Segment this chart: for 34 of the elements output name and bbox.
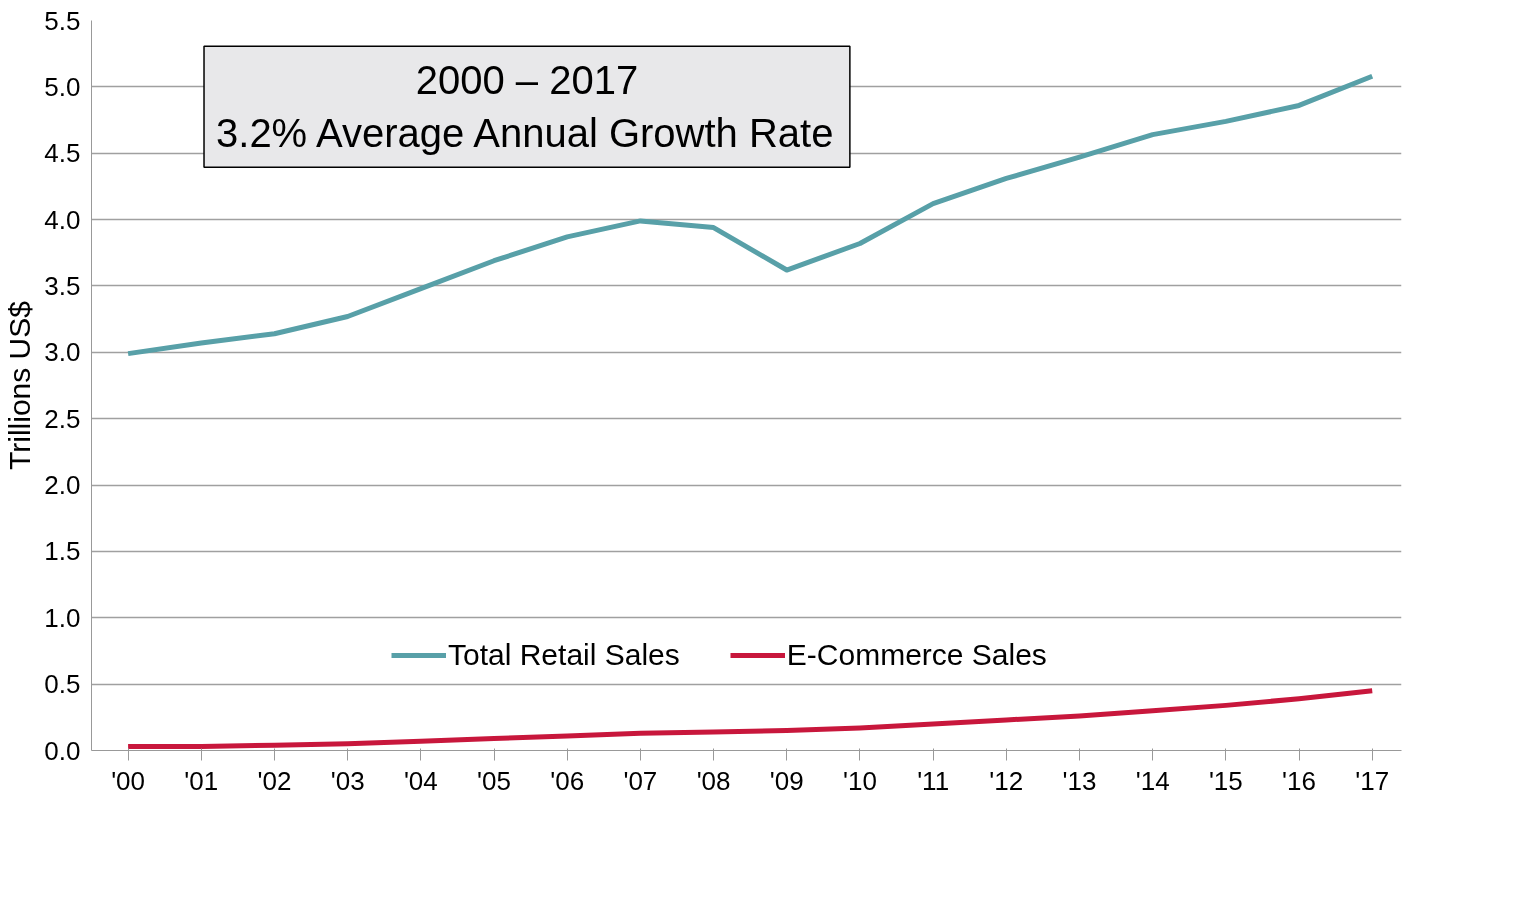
annotation: 2000 – 2017 3.2% Average Annual Growth Rate	[216, 58, 834, 156]
x-tick-label: '04	[403, 765, 438, 796]
x-tick-label: '13	[1062, 765, 1097, 796]
y-tick-label: 0.5	[44, 669, 81, 700]
x-tick-label: '17	[1355, 765, 1390, 796]
legend-label: E-Commerce Sales	[786, 638, 1047, 672]
x-tick-label: '11	[917, 765, 950, 796]
y-tick-label: 1.0	[44, 602, 81, 633]
y-tick-label: 4.0	[44, 204, 81, 235]
y-tick-label: 5.5	[44, 5, 81, 36]
x-tick-label: '08	[696, 765, 731, 796]
y-tick-label: 3.5	[44, 270, 81, 301]
y-tick-label: 3.0	[44, 337, 81, 368]
x-tick-label: '14	[1135, 765, 1170, 796]
y-tick-label: 5.0	[44, 71, 81, 102]
x-tick-label: '09	[769, 765, 804, 796]
x-tick-label: '03	[330, 765, 365, 796]
x-tick-label: '10	[842, 765, 877, 796]
y-tick-label: 2.0	[44, 470, 81, 501]
y-tick-label: 4.5	[44, 138, 81, 169]
x-tick-label: '07	[623, 765, 658, 796]
x-tick-label: '05	[477, 765, 511, 796]
x-tick-label: '06	[550, 765, 585, 796]
x-tick-label: '12	[989, 765, 1024, 796]
x-tick-label: '02	[257, 765, 292, 796]
x-tick-label: '16	[1282, 765, 1316, 796]
x-tick-label: '01	[184, 765, 219, 796]
x-tick-label: '15	[1208, 765, 1243, 796]
y-axis-title: Trillions US$	[3, 300, 37, 470]
y-tick-label: 1.5	[44, 536, 81, 567]
legend-label: Total Retail Sales	[448, 638, 680, 672]
y-tick-label: 2.5	[44, 403, 81, 434]
y-tick-label: 0.0	[44, 735, 81, 766]
x-tick-label: '00	[111, 765, 146, 796]
